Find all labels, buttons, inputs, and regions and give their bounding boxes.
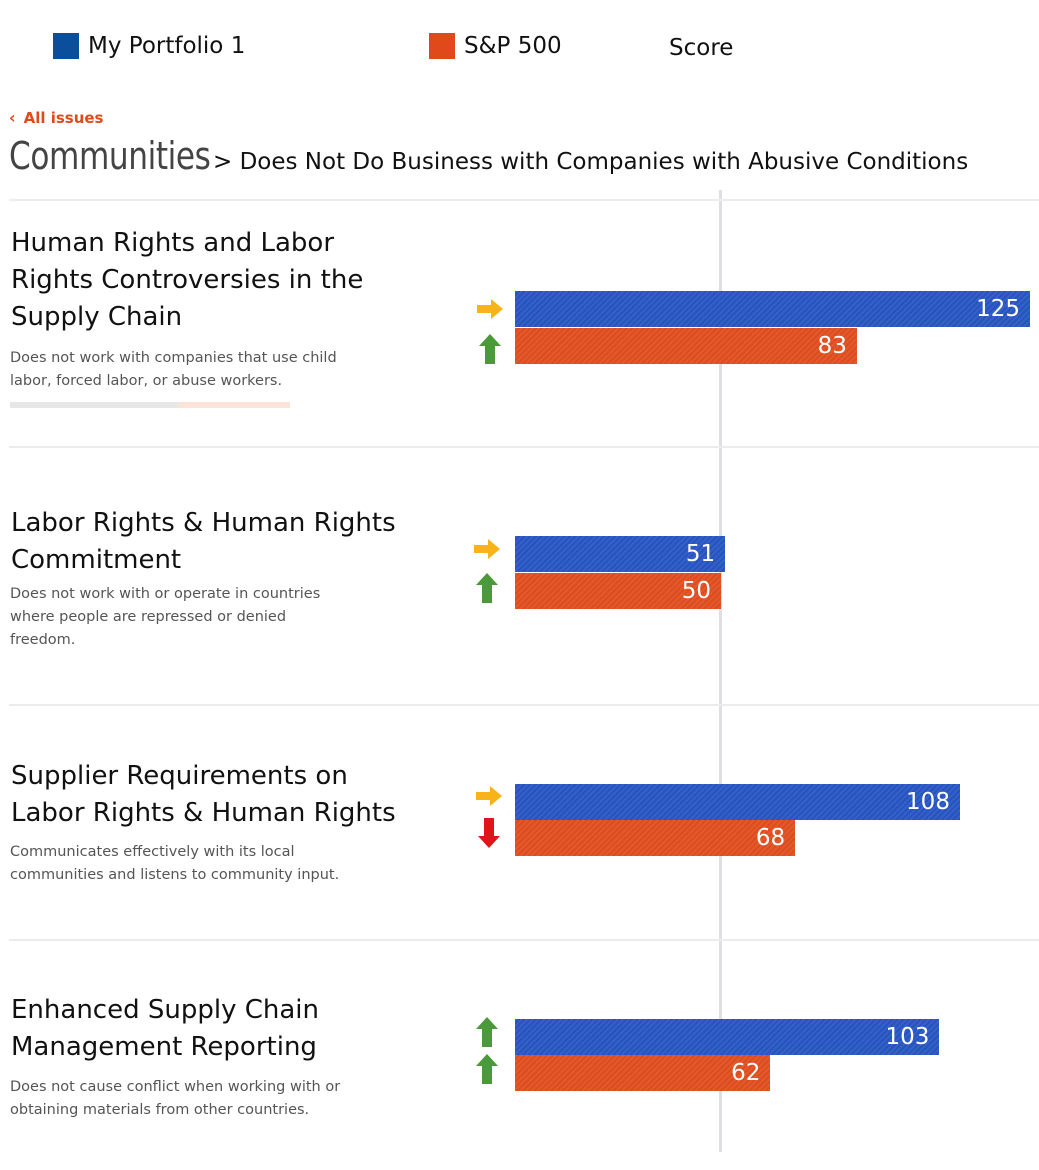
issue-title: Human Rights and Labor Rights Controvers… xyxy=(11,225,363,336)
portfolio-score-bar[interactable]: 51 xyxy=(515,536,726,572)
right-arrow-icon xyxy=(472,532,502,566)
issue-description-line: Does not cause conflict when working wit… xyxy=(10,1079,341,1095)
all-issues-label: All issues xyxy=(23,108,104,127)
legend-item-portfolio[interactable]: My Portfolio 1 xyxy=(53,33,245,59)
benchmark-score-value: 83 xyxy=(817,333,847,359)
issue-description-line: Does not work with companies that use ch… xyxy=(10,350,337,366)
portfolio-score-bar[interactable]: 125 xyxy=(515,291,1030,327)
issue-description-line: Communicates effectively with its local xyxy=(10,844,295,860)
page-heading: Communities > Does Not Do Business with … xyxy=(9,134,968,178)
issue-description-line: Does not work with or operate in countri… xyxy=(10,586,321,602)
portfolio-score-bar[interactable]: 103 xyxy=(515,1019,940,1055)
truncated-text-fade xyxy=(10,402,290,408)
right-arrow-icon xyxy=(474,779,504,813)
portfolio-legend-label: My Portfolio 1 xyxy=(88,33,246,59)
issue-description-line: obtaining materials from other countries… xyxy=(10,1102,310,1118)
issue-title-line: Supplier Requirements on xyxy=(11,761,348,791)
benchmark-score-bar[interactable]: 62 xyxy=(515,1055,771,1091)
issue-description-line: labor, forced labor, or abuse workers. xyxy=(10,373,283,389)
legend: My Portfolio 1 S&P 500 Score xyxy=(0,30,1039,70)
score-label: Score xyxy=(669,35,734,61)
benchmark-score-value: 68 xyxy=(755,825,786,851)
issue-description: Does not cause conflict when working wit… xyxy=(10,1076,340,1122)
issue-title: Labor Rights & Human Rights Commitment xyxy=(11,505,396,579)
issue-description-line: where people are repressed or denied xyxy=(10,609,287,625)
divider xyxy=(9,199,1039,201)
portfolio-score-value: 108 xyxy=(906,789,950,815)
portfolio-score-bar[interactable]: 108 xyxy=(515,784,960,820)
divider xyxy=(9,704,1039,706)
portfolio-swatch xyxy=(53,33,79,59)
divider xyxy=(9,446,1039,448)
benchmark-score-value: 62 xyxy=(731,1060,761,1086)
issue-description: Does not work with companies that use ch… xyxy=(10,347,337,393)
benchmark-score-value: 50 xyxy=(681,578,711,604)
legend-item-benchmark[interactable]: S&P 500 xyxy=(429,33,562,59)
benchmark-legend-label: S&P 500 xyxy=(464,33,562,59)
right-arrow-icon xyxy=(475,292,505,326)
issue-title: Supplier Requirements on Labor Rights & … xyxy=(11,758,396,832)
issue-title-line: Enhanced Supply Chain xyxy=(11,995,319,1025)
benchmark-score-bar[interactable]: 50 xyxy=(515,573,721,609)
issue-title-line: Human Rights and Labor xyxy=(11,228,335,258)
portfolio-score-value: 125 xyxy=(976,296,1020,322)
issue-title-line: Rights Controversies in the xyxy=(11,265,364,295)
up-arrow-icon xyxy=(472,1052,502,1086)
benchmark-score-bar[interactable]: 68 xyxy=(515,820,796,856)
issue-title: Enhanced Supply Chain Management Reporti… xyxy=(11,992,319,1066)
up-arrow-icon xyxy=(472,571,502,605)
benchmark-swatch xyxy=(429,33,455,59)
benchmark-score-bar[interactable]: 83 xyxy=(515,328,857,364)
down-arrow-icon xyxy=(474,816,504,850)
issue-description: Does not work with or operate in countri… xyxy=(10,583,320,652)
issue-description-line: freedom. xyxy=(10,632,76,648)
issue-description-line: communities and listens to community inp… xyxy=(10,867,340,883)
issue-title-line: Commitment xyxy=(11,545,182,575)
baseline-axis-line xyxy=(719,190,722,1152)
issue-title-line: Labor Rights & Human Rights xyxy=(11,508,396,538)
issue-description: Communicates effectively with its local … xyxy=(10,841,339,887)
issue-title-line: Labor Rights & Human Rights xyxy=(11,798,396,828)
portfolio-score-value: 51 xyxy=(685,541,716,567)
up-arrow-icon xyxy=(472,1015,502,1049)
issue-title-line: Management Reporting xyxy=(11,1032,317,1062)
category-title: Communities xyxy=(9,134,211,178)
chevron-left-icon: ‹ xyxy=(9,108,16,127)
issue-group-subtitle: > Does Not Do Business with Companies wi… xyxy=(213,149,969,175)
portfolio-score-value: 103 xyxy=(885,1024,930,1050)
issue-title-line: Supply Chain xyxy=(11,302,183,332)
divider xyxy=(9,939,1039,941)
up-arrow-icon xyxy=(475,332,505,366)
all-issues-link[interactable]: ‹ All issues xyxy=(9,108,104,127)
